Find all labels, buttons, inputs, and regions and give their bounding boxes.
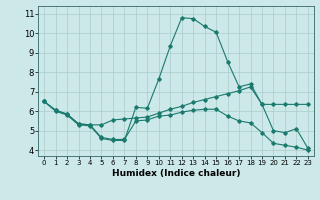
X-axis label: Humidex (Indice chaleur): Humidex (Indice chaleur) [112,169,240,178]
